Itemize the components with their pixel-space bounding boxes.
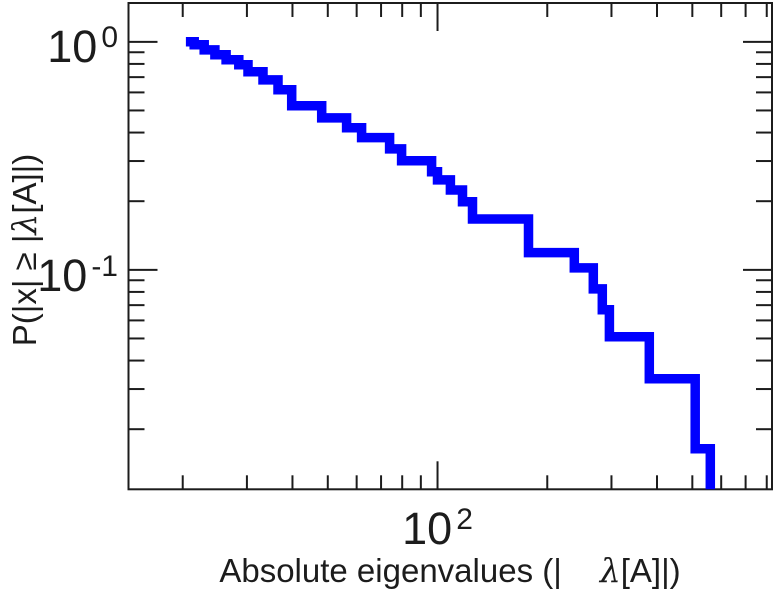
x-ticks (181, 3, 768, 490)
x-tick-base: 10 (402, 503, 453, 554)
y-tick-base: 10 (37, 250, 88, 301)
x-tick-label-1e2: 10 2 (377, 503, 498, 555)
y-axis-label: P(|x| ≥ |λ[A]|) (5, 154, 45, 347)
y-axis-label-suffix: [A]|) (6, 153, 44, 214)
y-axis-label-text: P(|x| ≥ | (6, 234, 44, 347)
x-axis-label: Absolute eigenvalues (| λ[A]|) (128, 551, 772, 591)
x-tick-exponent: 2 (456, 503, 473, 536)
lambda-symbol: λ (599, 551, 621, 590)
ccdf-curve (185, 37, 716, 490)
y-tick-exponent: 0 (101, 21, 118, 54)
plot-border (127, 2, 773, 491)
y-ticks (128, 40, 772, 431)
x-axis-label-text: Absolute eigenvalues (| (219, 552, 562, 589)
x-axis-label-suffix: [A]|) (620, 552, 681, 589)
y-tick-base: 10 (47, 21, 98, 72)
y-tick-label-1e0: 10 0 (6, 21, 118, 73)
lambda-symbol: λ (5, 213, 45, 235)
y-tick-exponent: -1 (91, 250, 118, 283)
y-tick-label-1e-1: 10 -1 (6, 250, 118, 302)
